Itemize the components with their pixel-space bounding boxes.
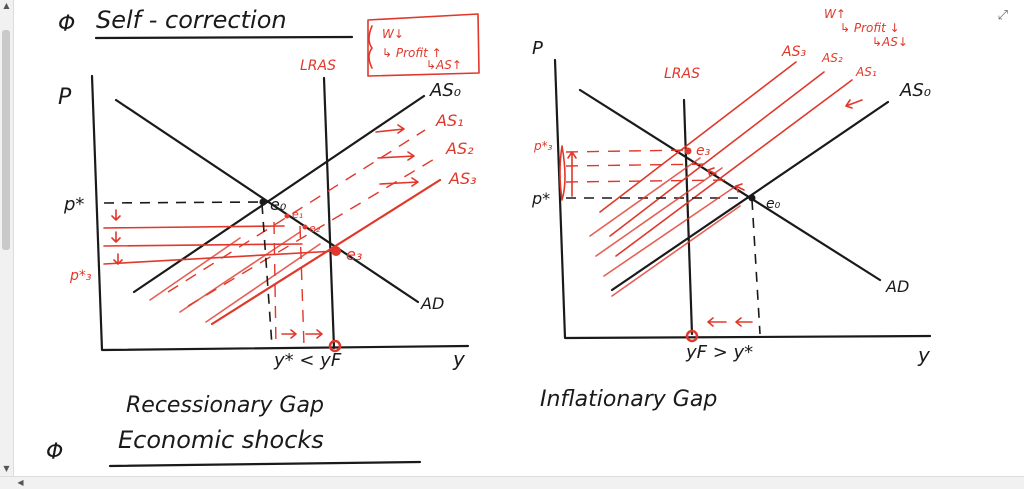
left-lras-label: LRAS (300, 58, 336, 74)
left-caption: Recessionary Gap (126, 393, 324, 418)
right-note-w: W↑ (824, 7, 846, 21)
left-e0-point (259, 198, 267, 206)
left-e0-label: e₀ (270, 195, 287, 214)
left-price-arrows (111, 209, 123, 265)
left-axes (90, 74, 470, 352)
left-shift-arrows (375, 124, 419, 187)
right-ad-arrows (707, 167, 745, 193)
left-ad-label: AD (420, 294, 444, 313)
note-profit: ↳ Profit ↑ (382, 46, 442, 60)
right-p3star-label: p*₃ (533, 139, 553, 153)
left-as1-label: AS₁ (435, 111, 464, 130)
right-axes (553, 58, 932, 340)
right-x-compare: yF > y* (685, 342, 753, 363)
right-ad-curve (578, 88, 882, 282)
left-pstar-label: p* (63, 194, 84, 215)
right-hatching (589, 157, 741, 297)
left-x-compare: y* < yF (273, 350, 342, 371)
right-e0-label: e₀ (766, 196, 781, 212)
scroll-left-icon[interactable]: ◀ (17, 478, 24, 487)
left-scroll-thumb[interactable] (2, 30, 10, 250)
right-p2-line (565, 163, 713, 167)
left-p3-line (103, 250, 337, 265)
left-as0-label: AS₀ (429, 80, 461, 101)
note-box (367, 13, 480, 77)
inflationary-gap-graph: P y LRAS AD AS₀ AS₃ AS₂ AS₁ p* p*₃ (531, 7, 932, 412)
left-e1-label: e₁ (292, 208, 303, 221)
right-yf-marker (685, 329, 699, 343)
right-ad-label: AD (885, 277, 909, 296)
right-e3-point (684, 147, 692, 155)
left-scrollbar[interactable]: ▲ ▼ (0, 0, 14, 489)
right-note-profit: ↳ Profit ↓ (840, 21, 900, 35)
left-p2-line (103, 243, 303, 247)
expand-icon[interactable]: ⤢ (997, 8, 1008, 23)
right-y-axis-label: P (532, 38, 543, 59)
right-ystar-line (751, 199, 761, 335)
left-e2-label: e₂ (309, 222, 321, 235)
scroll-up-icon[interactable]: ▲ (3, 1, 10, 10)
right-pstar-label: p* (531, 189, 550, 208)
right-price-arrow (567, 151, 577, 197)
left-yf-marker (328, 339, 342, 353)
left-output-arrows (281, 329, 323, 339)
left-p3star-label: p*₃ (69, 268, 92, 284)
note-as: ↳AS↑ (426, 58, 462, 72)
right-price-bracket (559, 145, 566, 201)
page-title: Self - correction (96, 6, 287, 34)
right-caption: Inflationary Gap (540, 387, 717, 412)
horizontal-scrollbar[interactable]: ◀ (0, 476, 1024, 489)
right-as2-label: AS₂ (821, 51, 843, 65)
bullet-2: Φ (46, 440, 63, 465)
title-underline (94, 35, 354, 40)
right-shift-arrows (845, 99, 863, 109)
note-w: W↓ (382, 27, 404, 41)
right-as3-label: AS₃ (781, 44, 806, 60)
right-x-axis-label: y (917, 343, 931, 367)
left-e3-label: e₃ (346, 245, 362, 264)
right-lras-label: LRAS (664, 66, 700, 82)
right-e3-label: e₃ (696, 143, 711, 159)
left-as3-label: AS₃ (448, 169, 477, 188)
right-p3-line (565, 149, 691, 153)
right-as1-label: AS₁ (855, 65, 877, 79)
left-as0-curve (132, 94, 426, 294)
right-note-as: ↳AS↓ (872, 35, 908, 49)
left-pstar-line (103, 201, 263, 204)
left-as2-label: AS₂ (445, 139, 474, 158)
left-y-axis-label: P (58, 85, 72, 110)
right-as3-curve (599, 61, 797, 213)
left-e1-point (284, 213, 290, 219)
right-e0-point (748, 194, 756, 202)
section-heading: Economic shocks (118, 426, 324, 454)
left-ystar-line (261, 203, 273, 347)
scroll-down-icon[interactable]: ▼ (3, 464, 10, 473)
left-lras-line (322, 76, 336, 350)
right-output-arrows (707, 317, 753, 327)
bullet-1: Φ (58, 12, 75, 37)
note-brace (368, 25, 373, 69)
right-as0-label: AS₀ (899, 80, 931, 101)
right-p1-line (565, 179, 733, 183)
right-as1-curve (615, 79, 853, 257)
left-e2-point (302, 224, 308, 230)
right-lras-line (682, 98, 694, 336)
right-as2-curve (609, 71, 825, 237)
left-x-axis-label: y (452, 347, 466, 371)
left-p1-line (103, 225, 285, 229)
recessionary-gap-graph: P y LRAS AD AS₀ AS₁ AS₂ AS₃ p* p*₃ (58, 58, 477, 418)
heading-underline (108, 460, 422, 468)
left-e3-point (331, 246, 341, 256)
